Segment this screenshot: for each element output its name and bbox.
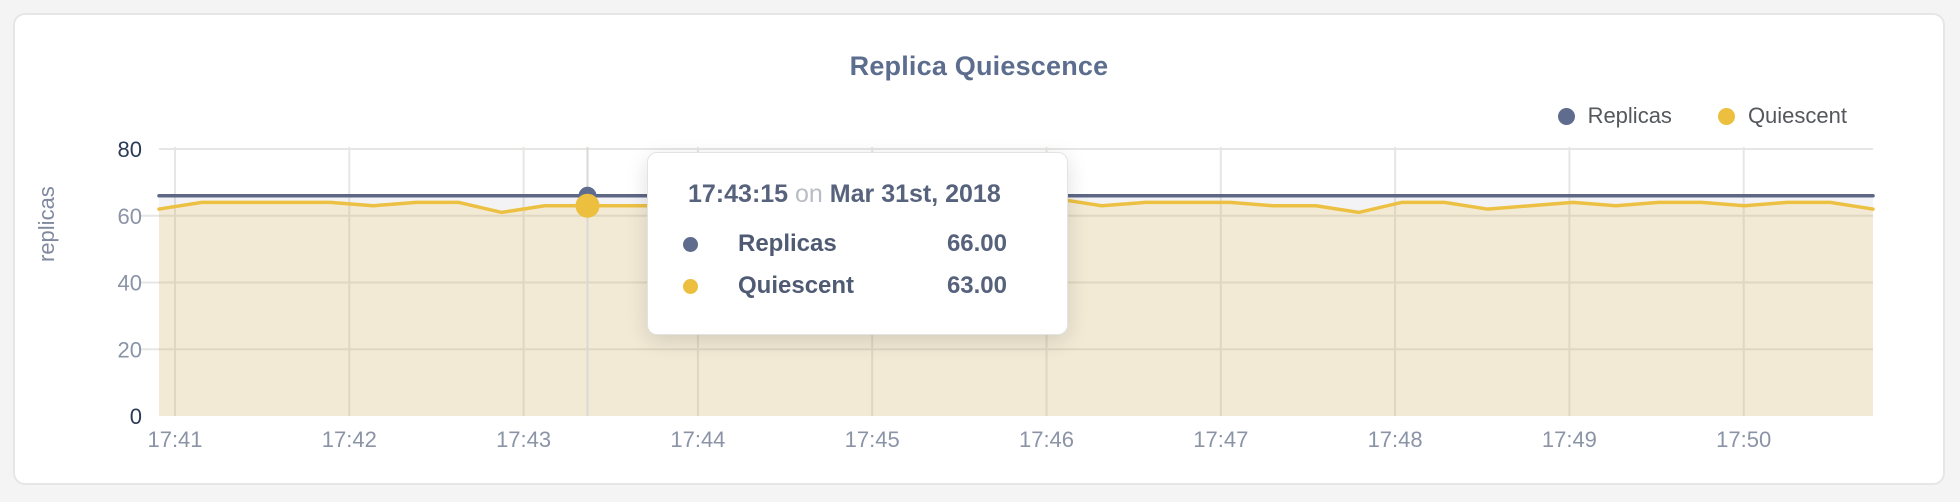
legend-item-quiescent[interactable]: Quiescent: [1717, 103, 1847, 129]
x-tick-label: 17:47: [1193, 427, 1248, 452]
tooltip-time: 17:43:15: [688, 180, 789, 208]
tooltip-header: 17:43:15 on Mar 31st, 2018: [683, 180, 1007, 209]
tooltip-series-value: 63.00: [946, 272, 1007, 299]
y-tick-label: 80: [118, 137, 142, 162]
legend-label-quiescent: Quiescent: [1747, 103, 1847, 128]
x-tick-label: 17:43: [496, 427, 551, 452]
x-tick-label: 17:45: [845, 427, 900, 452]
y-tick-label: 60: [118, 204, 142, 229]
x-tick-label: 17:50: [1716, 427, 1771, 452]
replicas-dot-icon: [683, 236, 698, 252]
tooltip-series-value: 66.00: [946, 230, 1007, 257]
x-tick-label: 17:46: [1019, 427, 1074, 452]
hover-dot-quiescent: [575, 193, 600, 218]
legend-label-replicas: Replicas: [1587, 103, 1672, 128]
x-tick-label: 17:44: [670, 427, 725, 452]
chart-card: Replica Quiescence Replicas Quiescent 17…: [13, 13, 1945, 485]
x-tick-label: 17:41: [147, 427, 202, 452]
legend-item-replicas[interactable]: Replicas: [1557, 103, 1672, 129]
y-axis-title: replicas: [34, 186, 59, 262]
x-tick-label: 17:48: [1368, 427, 1423, 452]
hover-tooltip: 17:43:15 on Mar 31st, 2018 Replicas 66.0…: [647, 152, 1068, 335]
chart-legend: Replicas Quiescent: [1557, 103, 1847, 129]
tooltip-row-replicas: Replicas 66.00: [683, 223, 1007, 265]
y-tick-label: 40: [118, 271, 142, 296]
y-tick-label: 0: [130, 404, 142, 429]
quiescent-dot-icon: [683, 278, 698, 294]
tooltip-series-name: Quiescent: [738, 272, 855, 299]
chart-title: Replica Quiescence: [849, 51, 1109, 81]
quiescent-series-dot-icon: [1717, 107, 1735, 125]
y-tick-label: 20: [118, 337, 142, 362]
tooltip-connector: on: [795, 180, 823, 208]
x-tick-label: 17:42: [322, 427, 377, 452]
tooltip-series-name: Replicas: [738, 230, 837, 257]
tooltip-row-quiescent: Quiescent 63.00: [683, 265, 1007, 307]
replicas-series-dot-icon: [1557, 107, 1575, 125]
x-tick-label: 17:49: [1542, 427, 1597, 452]
tooltip-date: Mar 31st, 2018: [829, 180, 1001, 208]
